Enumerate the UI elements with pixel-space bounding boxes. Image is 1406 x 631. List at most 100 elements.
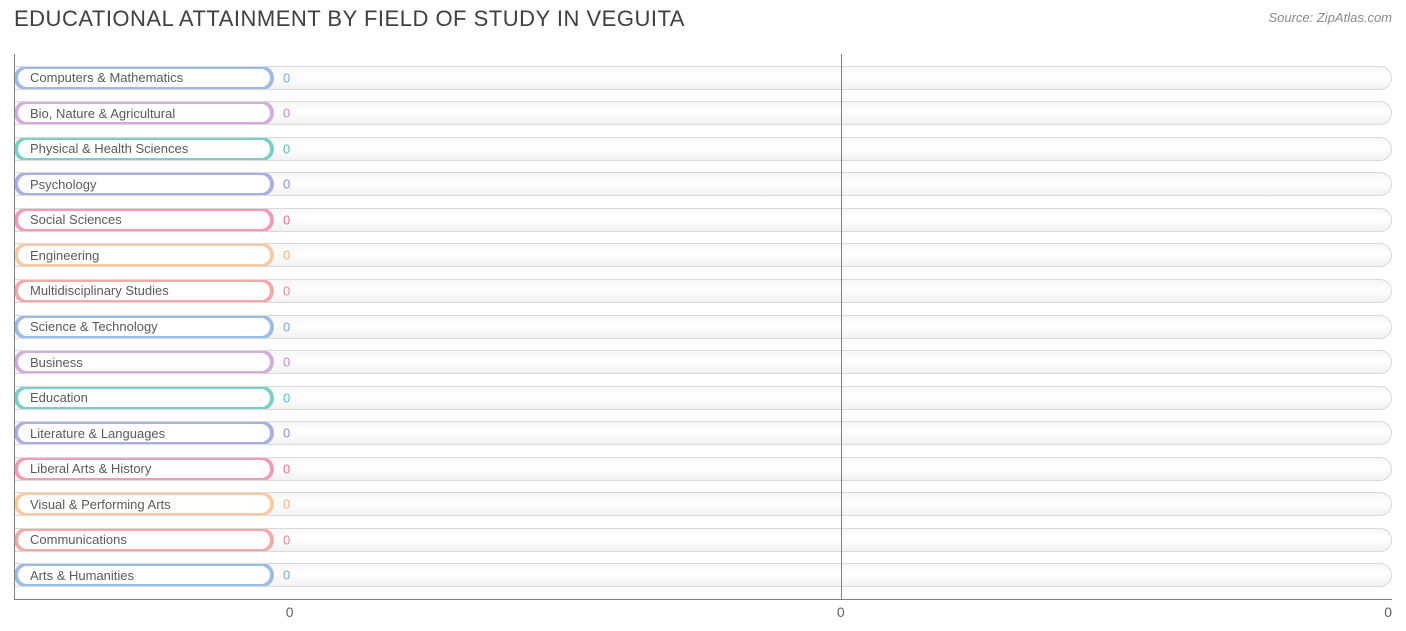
chart-title: EDUCATIONAL ATTAINMENT BY FIELD OF STUDY… — [14, 6, 685, 32]
bar-pill-inner: Education — [18, 389, 270, 407]
x-tick-label: 0 — [286, 604, 294, 620]
value-label: 0 — [283, 355, 290, 370]
bar-pill: Arts & Humanities — [15, 563, 274, 587]
bar-row: Visual & Performing Arts 0 — [15, 490, 1392, 518]
bar-pill: Visual & Performing Arts — [15, 492, 274, 516]
bar-row: Social Sciences 0 — [15, 206, 1392, 234]
category-label: Arts & Humanities — [30, 568, 134, 583]
category-label: Psychology — [30, 177, 96, 192]
value-label: 0 — [283, 177, 290, 192]
bar-pill: Bio, Nature & Agricultural — [15, 101, 274, 125]
bar-row: Psychology 0 — [15, 170, 1392, 198]
bar-pill-inner: Science & Technology — [18, 318, 270, 336]
value-label: 0 — [283, 106, 290, 121]
bar-pill: Education — [15, 386, 274, 410]
bar-pill-inner: Visual & Performing Arts — [18, 495, 270, 513]
bar-pill-inner: Business — [18, 353, 270, 371]
value-label: 0 — [283, 390, 290, 405]
bar-pill-inner: Bio, Nature & Agricultural — [18, 104, 270, 122]
chart-area: Computers & Mathematics0Bio, Nature & Ag… — [0, 40, 1406, 624]
bar-row: Science & Technology 0 — [15, 313, 1392, 341]
bar-track: Physical & Health Sciences 0 — [15, 137, 1392, 161]
category-label: Communications — [30, 532, 127, 547]
value-label: 0 — [283, 248, 290, 263]
bar-track: Literature & Languages 0 — [15, 421, 1392, 445]
chart-rows: Computers & Mathematics0Bio, Nature & Ag… — [15, 54, 1392, 599]
x-axis-ticks: 0 0 0 — [14, 600, 1392, 624]
bar-track: Business 0 — [15, 350, 1392, 374]
value-label: 0 — [283, 497, 290, 512]
value-label: 0 — [283, 141, 290, 156]
bar-pill-inner: Communications — [18, 531, 270, 549]
bar-row: Multidisciplinary Studies 0 — [15, 277, 1392, 305]
category-label: Multidisciplinary Studies — [30, 283, 169, 298]
x-tick-label: 0 — [837, 604, 845, 620]
x-tick-label: 0 — [1384, 604, 1392, 620]
chart-plot: Computers & Mathematics0Bio, Nature & Ag… — [14, 54, 1392, 600]
bar-row: Business 0 — [15, 348, 1392, 376]
chart-source: Source: ZipAtlas.com — [1268, 6, 1392, 25]
value-label: 0 — [283, 283, 290, 298]
category-label: Visual & Performing Arts — [30, 497, 171, 512]
bar-pill: Social Sciences — [15, 208, 274, 232]
category-label: Literature & Languages — [30, 426, 165, 441]
bar-track: Bio, Nature & Agricultural 0 — [15, 101, 1392, 125]
value-label: 0 — [283, 568, 290, 583]
bar-row: Communications 0 — [15, 526, 1392, 554]
category-label: Physical & Health Sciences — [30, 141, 188, 156]
bar-row: Physical & Health Sciences 0 — [15, 135, 1392, 163]
value-label: 0 — [283, 70, 290, 85]
bar-pill: Physical & Health Sciences — [15, 137, 274, 161]
category-label: Liberal Arts & History — [30, 461, 151, 476]
bar-row: Education 0 — [15, 384, 1392, 412]
bar-row: Arts & Humanities 0 — [15, 561, 1392, 589]
bar-pill: Engineering — [15, 243, 274, 267]
bar-pill-inner: Social Sciences — [18, 211, 270, 229]
bar-track: Communications 0 — [15, 528, 1392, 552]
value-label: 0 — [283, 212, 290, 227]
category-label: Bio, Nature & Agricultural — [30, 106, 175, 121]
bar-pill: Communications — [15, 528, 274, 552]
bar-track: Computers & Mathematics 0 — [15, 66, 1392, 90]
bar-pill-inner: Engineering — [18, 246, 270, 264]
bar-row: Computers & Mathematics 0 — [15, 64, 1392, 92]
bar-pill: Literature & Languages — [15, 421, 274, 445]
category-label: Science & Technology — [30, 319, 158, 334]
bar-pill-inner: Multidisciplinary Studies — [18, 282, 270, 300]
bar-row: Engineering 0 — [15, 241, 1392, 269]
bar-row: Literature & Languages 0 — [15, 419, 1392, 447]
bar-track: Visual & Performing Arts 0 — [15, 492, 1392, 516]
bar-pill-inner: Literature & Languages — [18, 424, 270, 442]
gridline — [841, 54, 842, 599]
bar-track: Engineering 0 — [15, 243, 1392, 267]
bar-track: Science & Technology 0 — [15, 315, 1392, 339]
bar-track: Psychology 0 — [15, 172, 1392, 196]
bar-track: Arts & Humanities 0 — [15, 563, 1392, 587]
category-label: Computers & Mathematics — [30, 70, 183, 85]
bar-pill-inner: Liberal Arts & History — [18, 460, 270, 478]
bar-track: Multidisciplinary Studies 0 — [15, 279, 1392, 303]
bar-track: Social Sciences 0 — [15, 208, 1392, 232]
bar-row: Liberal Arts & History 0 — [15, 455, 1392, 483]
value-label: 0 — [283, 461, 290, 476]
bar-pill-inner: Physical & Health Sciences — [18, 140, 270, 158]
bar-track: Liberal Arts & History 0 — [15, 457, 1392, 481]
bar-pill: Business — [15, 350, 274, 374]
category-label: Business — [30, 355, 83, 370]
category-label: Engineering — [30, 248, 99, 263]
chart-header: EDUCATIONAL ATTAINMENT BY FIELD OF STUDY… — [0, 0, 1406, 40]
value-label: 0 — [283, 319, 290, 334]
value-label: 0 — [283, 532, 290, 547]
bar-row: Bio, Nature & Agricultural 0 — [15, 99, 1392, 127]
value-label: 0 — [283, 426, 290, 441]
bar-pill: Science & Technology — [15, 315, 274, 339]
bar-pill: Liberal Arts & History — [15, 457, 274, 481]
bar-pill-inner: Arts & Humanities — [18, 566, 270, 584]
bar-pill: Multidisciplinary Studies — [15, 279, 274, 303]
bar-pill: Computers & Mathematics — [15, 66, 274, 90]
category-label: Social Sciences — [30, 212, 122, 227]
bar-pill-inner: Computers & Mathematics — [18, 69, 270, 87]
bar-pill: Psychology — [15, 172, 274, 196]
bar-pill-inner: Psychology — [18, 175, 270, 193]
bar-track: Education 0 — [15, 386, 1392, 410]
